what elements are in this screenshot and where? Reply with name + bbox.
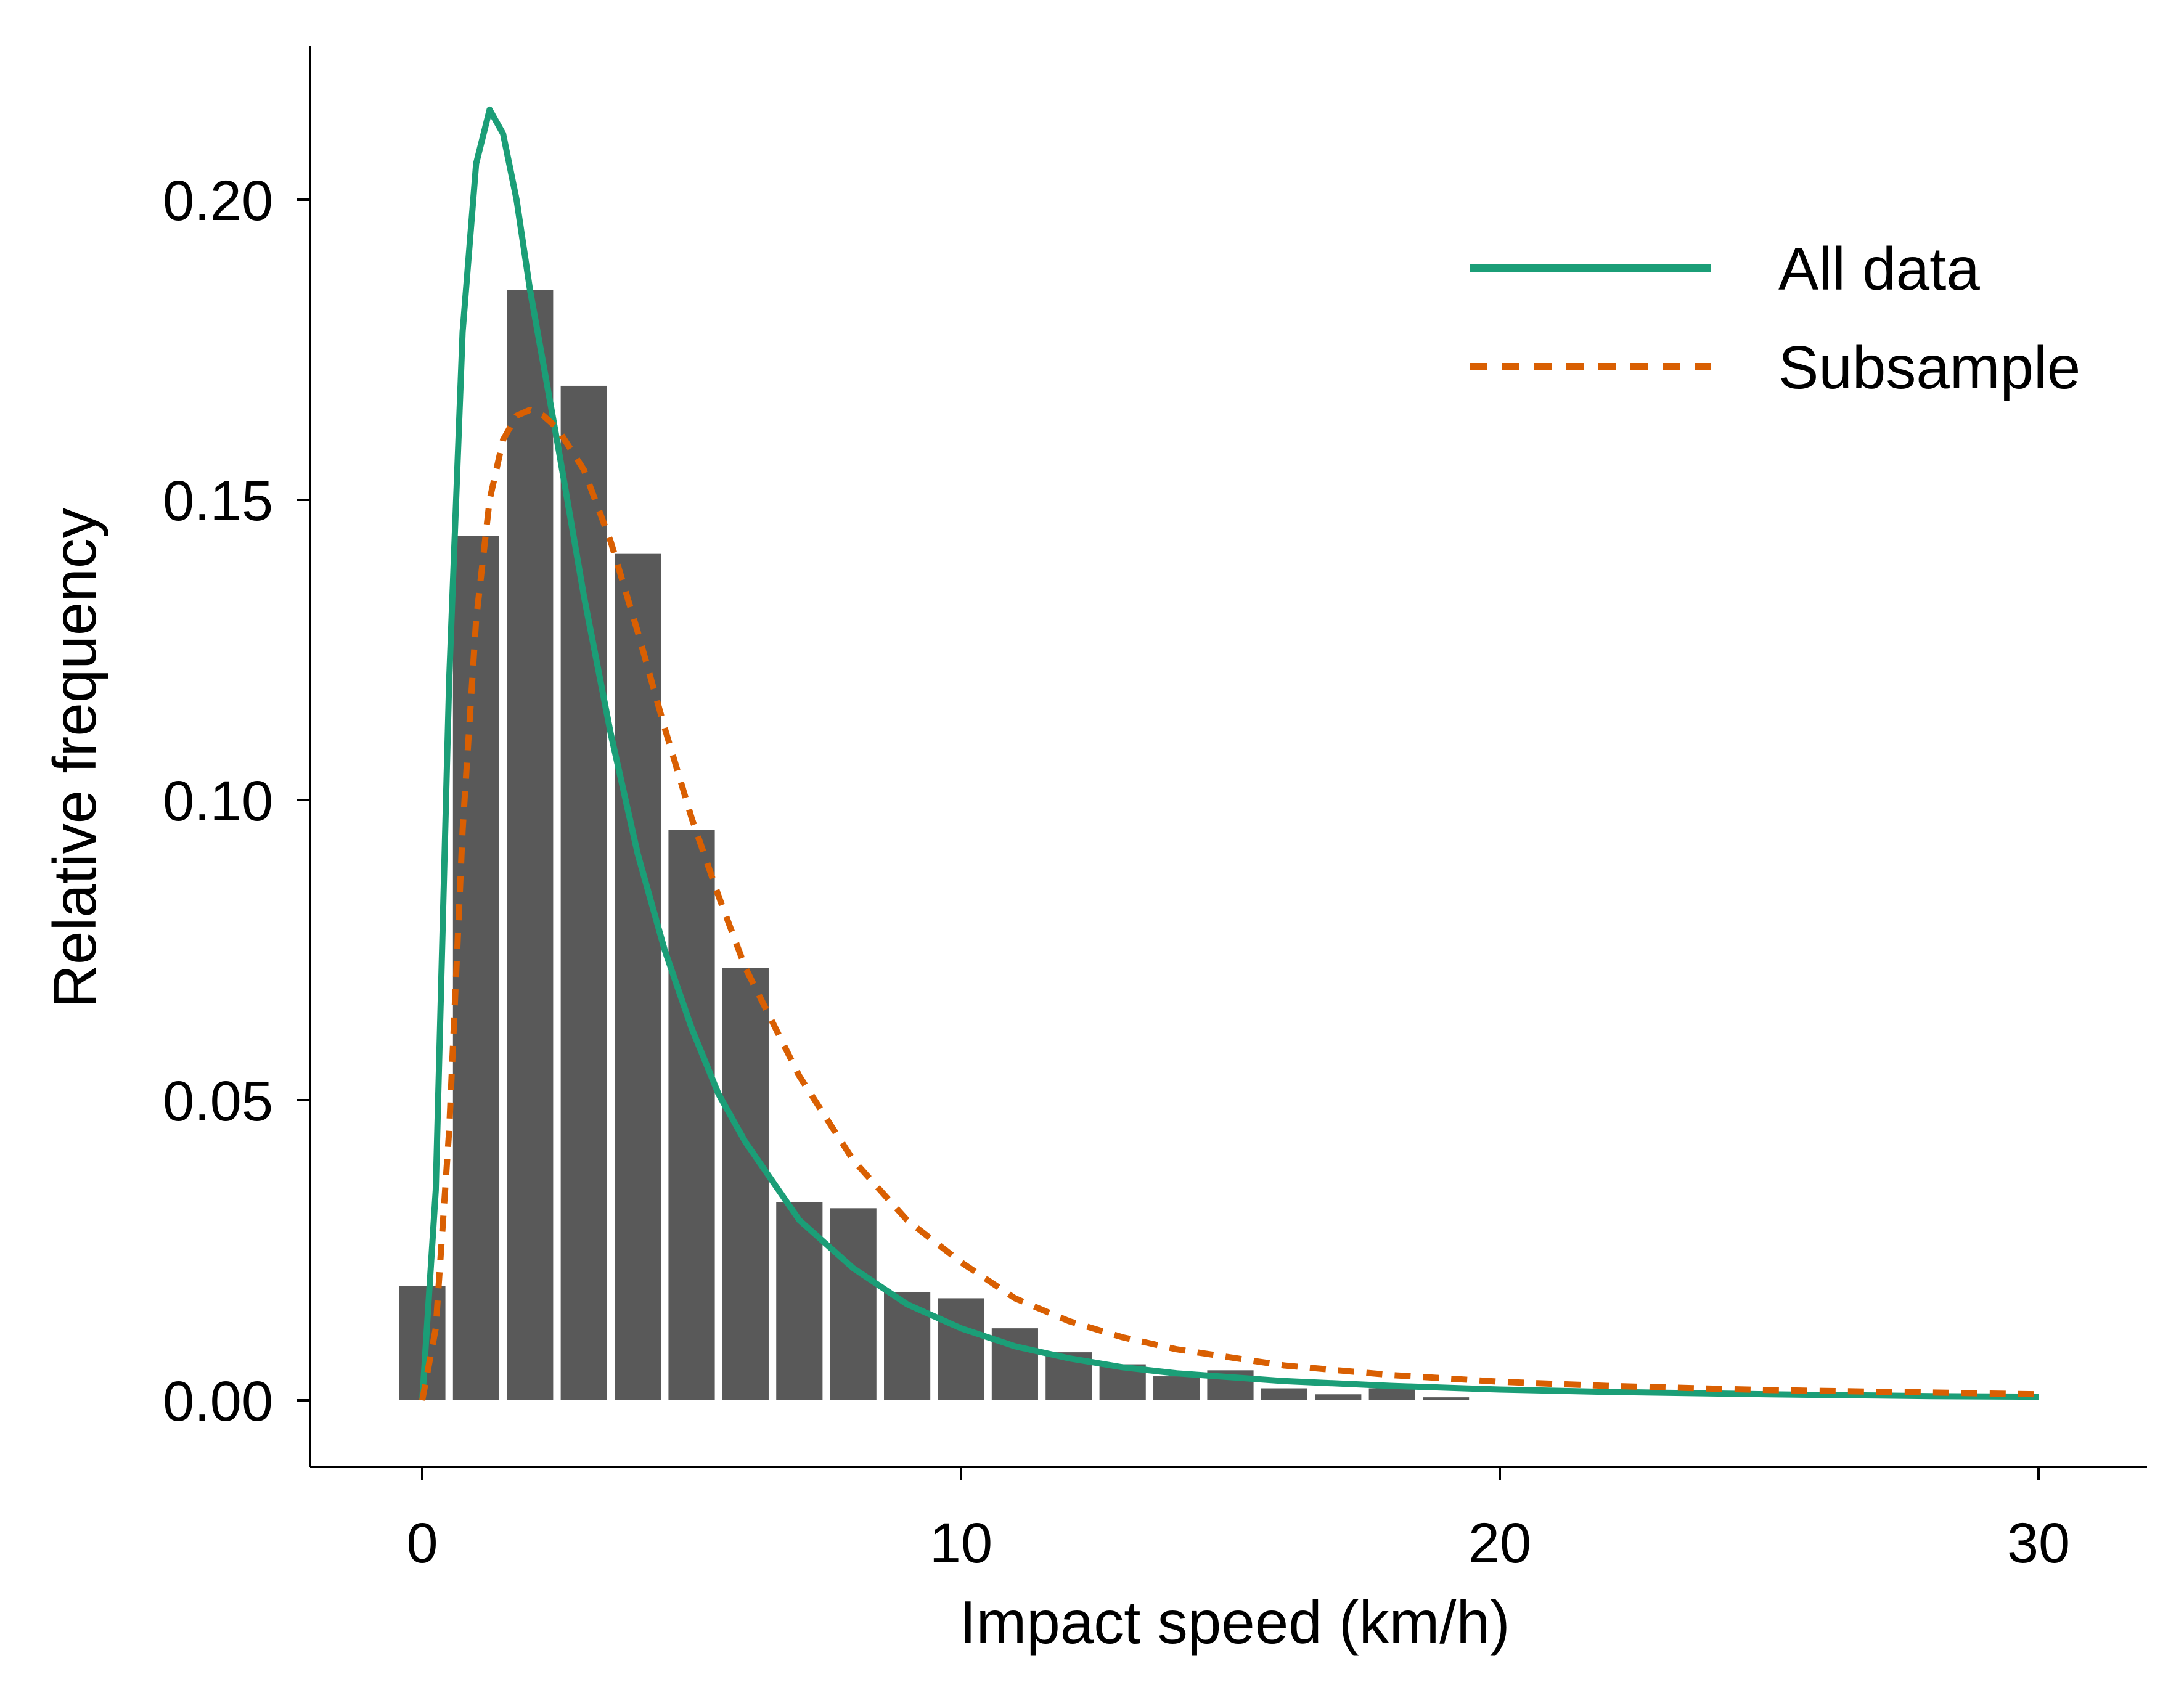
y-tick-label: 0.00 [163,1370,273,1433]
histogram-bar [1315,1394,1362,1400]
histogram-bars [399,290,1470,1401]
y-axis-ticks: 0.00 0.05 0.10 0.15 0.20 [163,169,310,1433]
series-line-subsample [419,406,2039,1401]
x-tick-label: 20 [1468,1512,1531,1575]
series-line-all-data [419,106,2039,1401]
y-tick-label: 0.20 [163,169,273,232]
histogram-bar [452,536,499,1401]
histogram-bar [507,290,554,1401]
x-tick-label: 30 [2007,1512,2070,1575]
x-tick-label: 10 [930,1512,992,1575]
legend-label-all-data: All data [1778,235,1980,303]
y-tick-label: 0.10 [163,770,273,833]
histogram-bar [560,385,607,1401]
histogram-bar [1368,1388,1415,1400]
x-axis-ticks: 0 10 20 30 [406,1467,2070,1575]
legend-label-subsample: Subsample [1778,333,2080,401]
histogram-bar [668,830,715,1400]
y-tick-label: 0.15 [163,470,273,533]
histogram-bar [938,1298,984,1400]
histogram-bar [830,1208,877,1400]
histogram-bar [1423,1397,1470,1400]
x-axis-title: Impact speed (km/h) [959,1588,1510,1656]
legend: All data Subsample [1470,235,2080,401]
histogram-bar [1153,1376,1200,1400]
histogram-bar [615,553,661,1401]
x-tick-label: 0 [406,1512,438,1575]
histogram-bar [1261,1388,1307,1400]
y-axis-title: Relative frequency [41,508,108,1008]
density-curves [419,106,2039,1401]
histogram-bar [722,968,769,1400]
y-tick-label: 0.05 [163,1070,273,1133]
